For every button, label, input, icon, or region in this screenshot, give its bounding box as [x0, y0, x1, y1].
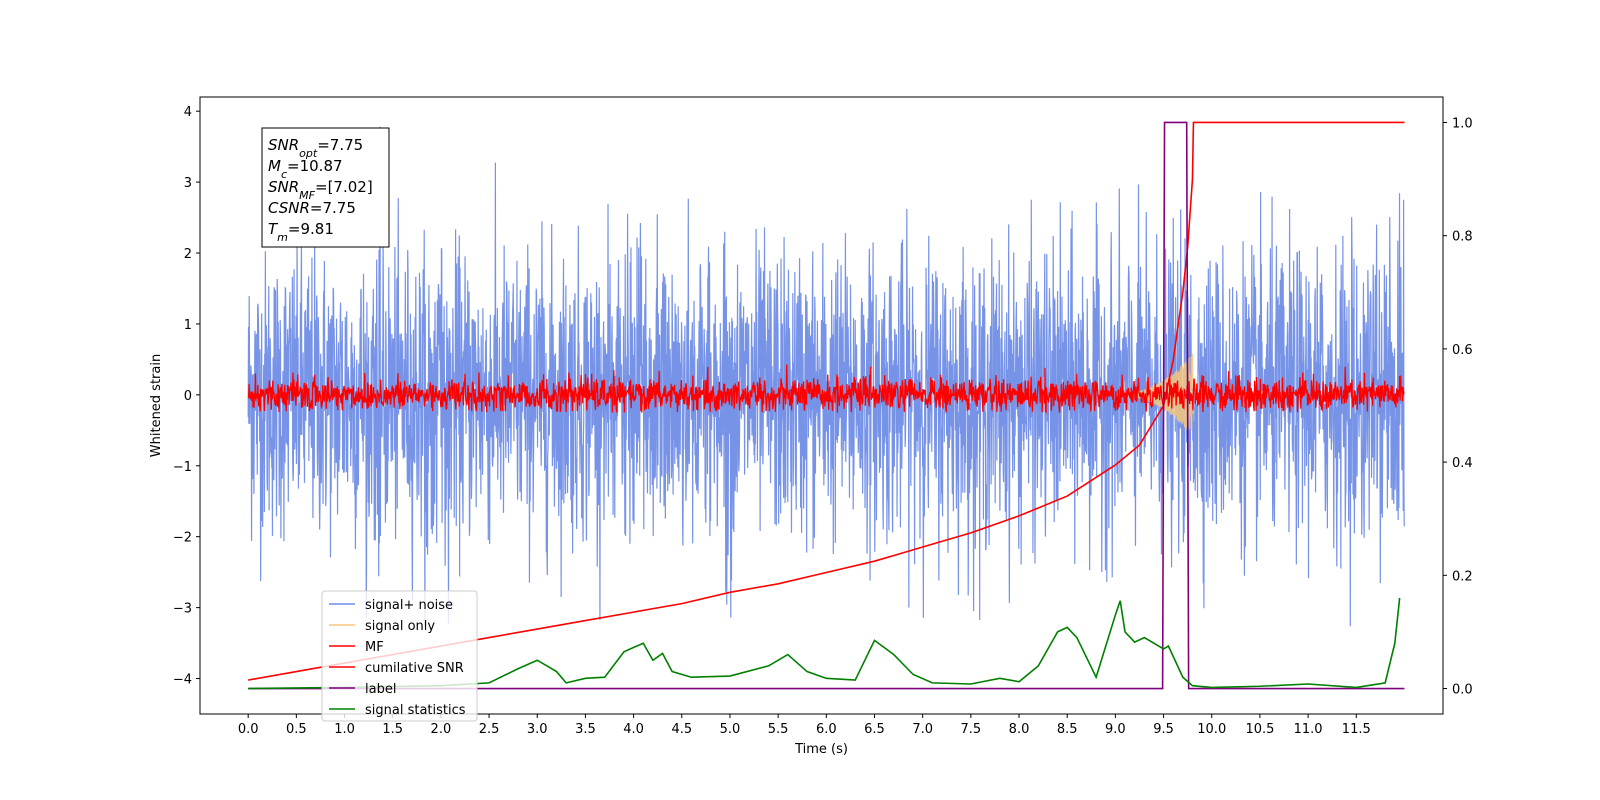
- legend-entry: signal+ noise: [365, 598, 453, 613]
- legend-entry: MF: [365, 640, 384, 655]
- legend-frame: [321, 590, 478, 722]
- x-tick-label: 7.5: [961, 722, 982, 737]
- y-tick-label: 2: [184, 247, 192, 262]
- annotation-subscript: opt: [299, 147, 318, 160]
- annotation-symbol: M: [268, 157, 281, 175]
- legend-entry: label: [365, 682, 396, 697]
- series-signal-statistics: [248, 597, 1401, 690]
- series-mf: [247, 364, 1405, 414]
- annotation-value: =10.87: [287, 157, 343, 175]
- x-tick-label: 4.0: [623, 722, 644, 737]
- annotation-subscript: c: [281, 168, 287, 181]
- annotation-symbol: SNR: [268, 136, 299, 154]
- annotation-frame: [261, 127, 390, 248]
- x-tick-label: 7.0: [912, 722, 933, 737]
- annotation-value: =[7.02]: [315, 178, 373, 196]
- y2-tick-label: 0.2: [1452, 569, 1473, 584]
- legend-entry: signal statistics: [365, 703, 466, 718]
- x-tick-label: 2.0: [431, 722, 452, 737]
- x-tick-label: 3.0: [527, 722, 548, 737]
- annotation-symbol: SNR: [268, 178, 299, 196]
- x-tick-label: 0.0: [238, 722, 259, 737]
- y2-tick-label: 0.4: [1452, 456, 1473, 471]
- series-signal-noise: [247, 126, 1405, 628]
- x-tick-label: 1.5: [382, 722, 403, 737]
- axes: Time (s) Whitened strain 0.0 0.5 1.0 1.5 2.0…: [149, 96, 1473, 757]
- x-tick-label: 11.5: [1342, 722, 1371, 737]
- y-tick-label: 3: [184, 176, 192, 191]
- y-tick-label: −4: [173, 673, 192, 688]
- x-tick-label: 9.5: [1153, 722, 1174, 737]
- x-tick-label: 9.0: [1105, 722, 1126, 737]
- annotation-symbol: T: [268, 220, 279, 238]
- y-tick-label: −1: [173, 460, 192, 475]
- x-axis-label: Time (s): [794, 742, 848, 757]
- legend-entry: signal only: [365, 619, 435, 634]
- annotation-line: Tm=9.81: [268, 220, 334, 244]
- x-tick-label: 8.5: [1057, 722, 1078, 737]
- y-tick-label: 1: [184, 318, 192, 333]
- x-tick-label: 0.5: [286, 722, 307, 737]
- annotation-line: CSNR=7.75: [268, 199, 356, 217]
- y-axis-label: Whitened strain: [149, 354, 164, 457]
- x-tick-label: 11.0: [1294, 722, 1323, 737]
- annotation-line: SNRopt=7.75: [268, 136, 363, 160]
- y2-tick-label: 0.6: [1452, 343, 1473, 358]
- x-tick-label: 2.5: [479, 722, 500, 737]
- y-tick-label: 0: [184, 389, 192, 404]
- annotation-value: =7.75: [310, 199, 356, 217]
- annotation-box: SNRopt=7.75Mc=10.87SNRMF=[7.02]CSNR=7.75…: [261, 127, 390, 248]
- x-tick-label: 10.5: [1245, 722, 1274, 737]
- plot-frame: [199, 96, 1444, 715]
- x-tick-label: 6.0: [816, 722, 837, 737]
- x-tick-label: 8.0: [1009, 722, 1030, 737]
- y2-tick-label: 1.0: [1452, 116, 1473, 131]
- x-tick-label: 5.5: [768, 722, 789, 737]
- annotation-symbol: CSNR: [268, 199, 310, 217]
- x-tick-label: 1.0: [334, 722, 355, 737]
- x-tick-label: 5.0: [720, 722, 741, 737]
- x-tick-label: 6.5: [864, 722, 885, 737]
- y2-tick-label: 0.0: [1452, 683, 1473, 698]
- y-tick-label: −2: [173, 531, 192, 546]
- y-tick-label: 4: [184, 105, 192, 120]
- annotation-line: SNRMF=[7.02]: [268, 178, 373, 202]
- legend-entry: cumilative SNR: [365, 661, 464, 676]
- x-tick-label: 4.5: [671, 722, 692, 737]
- x-tick-label: 3.5: [575, 722, 596, 737]
- y-tick-label: −3: [173, 602, 192, 617]
- annotation-subscript: MF: [299, 189, 315, 202]
- annotation-subscript: m: [277, 231, 288, 244]
- y2-tick-label: 0.8: [1452, 230, 1473, 245]
- x-tick-label: 10.0: [1197, 722, 1226, 737]
- annotation-value: =9.81: [288, 220, 334, 238]
- annotation-value: =7.75: [317, 136, 363, 154]
- annotation-line: Mc=10.87: [268, 157, 343, 181]
- series-label: [248, 121, 1405, 690]
- legend: signal+ noise signal only MF cumilative SNR…: [321, 590, 478, 722]
